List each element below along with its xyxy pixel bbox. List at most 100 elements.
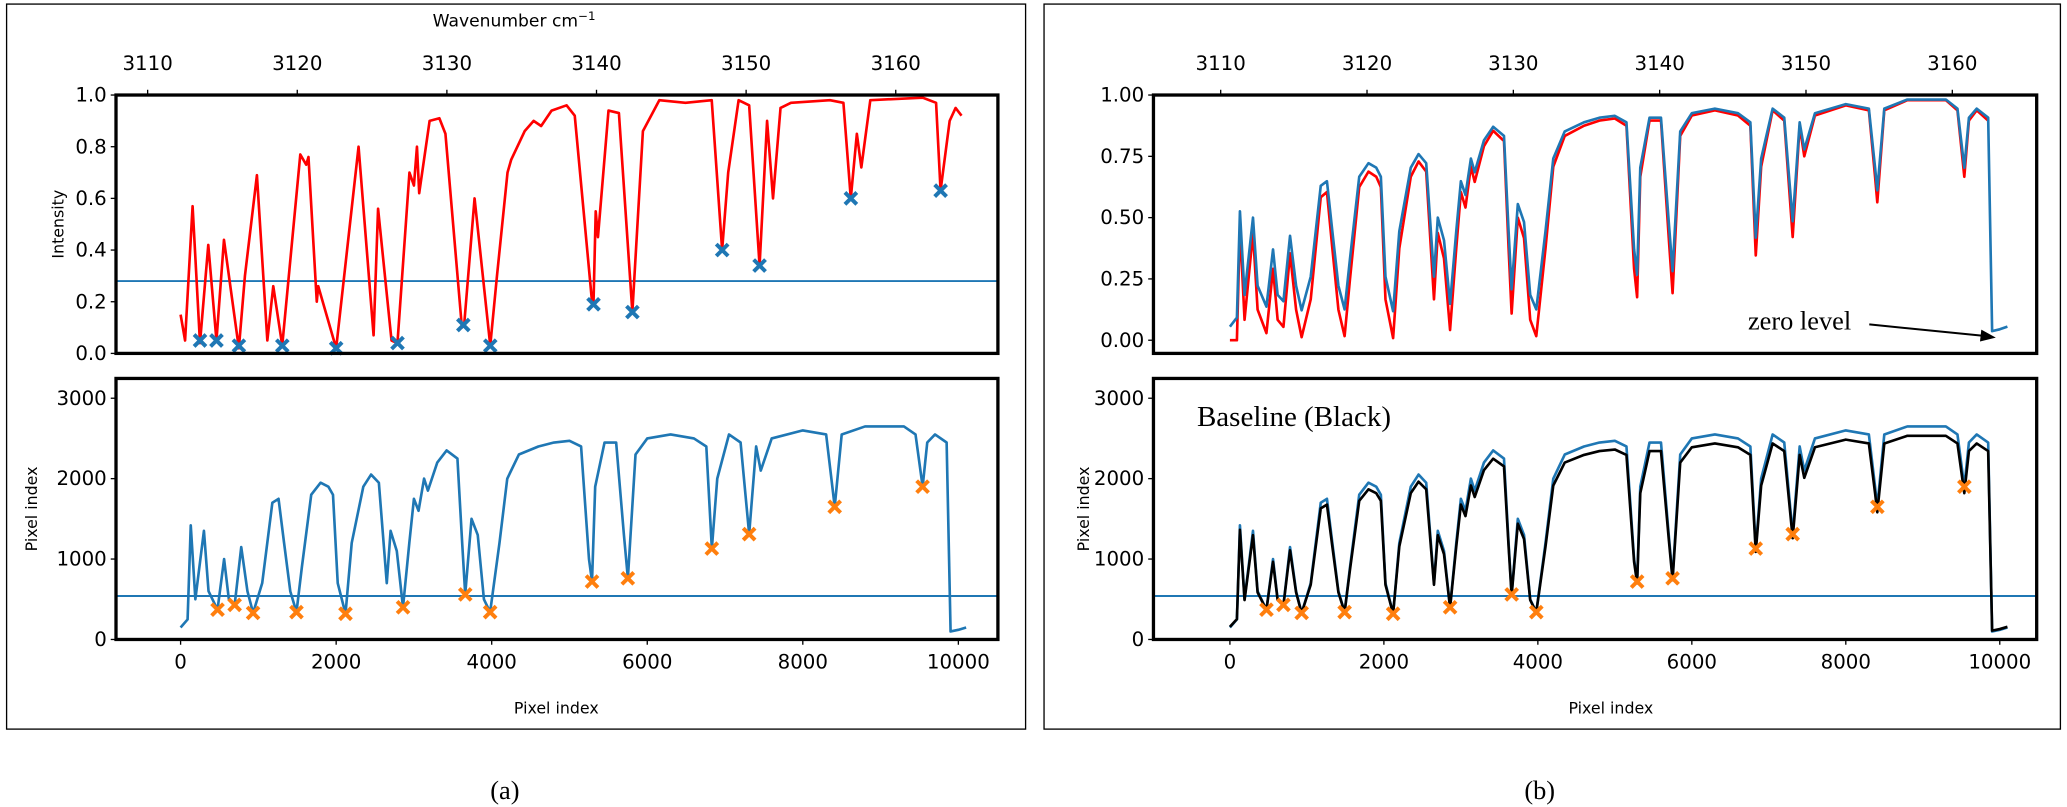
y-tick-label: 1.0 (75, 84, 106, 107)
y-tick-label: 1.00 (1100, 84, 1144, 107)
x-marker-stroke (714, 242, 730, 258)
x-marker-stroke (1442, 599, 1458, 615)
x-marker-stroke (752, 258, 767, 273)
x-tick-label: 2000 (1359, 650, 1409, 673)
x-marker-stroke (227, 597, 242, 613)
baseline-legend-text: Baseline (Black) (1197, 401, 1391, 433)
x-marker-stroke (741, 526, 757, 542)
x-marker (457, 587, 473, 602)
x-marker (209, 333, 224, 348)
x-tick-label: 10000 (1968, 650, 2031, 673)
plot-area (1153, 425, 2037, 633)
counts-line (1228, 425, 2008, 633)
x-marker (231, 338, 247, 353)
x-marker (714, 242, 730, 258)
x-marker (1957, 479, 1972, 495)
x-marker (1528, 604, 1544, 620)
y-tick-label: 0.4 (75, 239, 106, 262)
plot-frame (114, 93, 1000, 356)
x-marker-stroke (192, 333, 208, 348)
x-marker (192, 333, 208, 348)
y-tick-label: 0.00 (1100, 329, 1144, 352)
panel-a-border (5, 3, 1027, 730)
x-marker-stroke (289, 604, 304, 620)
x-marker-stroke (210, 602, 225, 618)
panel-a-top-ylabel: Intensity (48, 190, 67, 259)
x-marker-stroke (457, 587, 473, 602)
x-marker-stroke (395, 599, 411, 615)
x-marker-stroke (209, 333, 224, 348)
x-marker-stroke (482, 604, 498, 620)
title-superscript: −1 (578, 9, 595, 23)
x-marker (395, 599, 411, 615)
x-marker (1385, 606, 1401, 622)
x-marker (1785, 526, 1801, 542)
panel-a-top-plot: 0.0 0.2 0.4 0.6 0.8 1.0 3110 3120 3130 3140 3150 31… (75, 52, 1000, 365)
x-marker (1629, 574, 1645, 589)
x-marker (1337, 604, 1352, 620)
x-marker-stroke (1259, 602, 1274, 618)
x-marker (482, 338, 498, 353)
x-marker (827, 499, 843, 515)
top-x-tick-label: 3140 (1635, 52, 1685, 75)
y-tick-label: 2000 (56, 467, 106, 490)
x-marker-stroke (1957, 479, 1972, 495)
plot-area (1228, 98, 2008, 342)
top-x-tick-label: 3160 (1927, 52, 1977, 75)
caption-a: (a) (490, 776, 519, 805)
x-marker-stroke (584, 574, 600, 589)
x-marker (227, 597, 242, 613)
y-tick-label: 0.6 (75, 187, 106, 210)
panel-b-bottom-ylabel: Pixel index (1074, 467, 1093, 552)
panel-b-top-plot: 0.00 0.25 0.50 0.75 1.00 3110 3120 3130 3140 3150… (1100, 52, 2039, 356)
x-marker-stroke (338, 606, 353, 622)
plot-frame (114, 376, 1000, 642)
caption-b: (b) (1524, 776, 1555, 805)
x-marker (338, 606, 353, 622)
y-tick-label: 3000 (1094, 387, 1144, 410)
y-tick-label: 0 (1132, 628, 1145, 651)
x-marker (752, 258, 767, 273)
y-tick-label: 0 (94, 628, 107, 651)
y-tick-label: 0.8 (75, 135, 106, 158)
panel-b-border (1043, 3, 2062, 730)
y-tick-label: 3000 (56, 387, 106, 410)
x-marker (704, 541, 720, 556)
x-marker (1442, 599, 1458, 615)
x-marker (274, 338, 290, 353)
x-tick-label: 0 (174, 650, 187, 673)
x-marker (1276, 597, 1291, 613)
x-marker (289, 604, 304, 620)
x-marker (1748, 541, 1764, 556)
plot-area (116, 425, 998, 633)
x-marker-stroke (482, 338, 498, 353)
top-x-tick-label: 3150 (721, 52, 771, 75)
top-x-tick-label: 3160 (871, 52, 921, 75)
title-text: Wavenumber cm (433, 11, 578, 31)
panel-b-bottom-xlabel: Pixel index (1568, 698, 1653, 717)
x-tick-label: 10000 (927, 650, 990, 673)
x-marker-stroke (390, 335, 405, 351)
x-marker-stroke (1337, 604, 1352, 620)
x-marker (390, 335, 405, 351)
x-marker-stroke (1385, 606, 1401, 622)
x-tick-label: 4000 (1513, 650, 1563, 673)
y-tick-label: 1000 (56, 548, 106, 571)
top-x-tick-label: 3120 (1342, 52, 1392, 75)
panel-b-bottom-plot: 0 1000 2000 3000 0 2000 4000 6000 8000 10000 (1094, 376, 2039, 673)
x-marker-stroke (586, 296, 601, 312)
x-marker (1294, 605, 1309, 621)
y-tick-label: 2000 (1094, 467, 1144, 490)
intensity-line (179, 96, 963, 350)
x-marker (1259, 602, 1274, 618)
x-marker-stroke (1294, 605, 1309, 621)
plot-frame (1151, 93, 2039, 356)
x-marker-stroke (1785, 526, 1801, 542)
x-marker (741, 526, 757, 542)
x-marker-stroke (1748, 541, 1764, 556)
x-marker (933, 183, 948, 198)
x-marker-stroke (1870, 499, 1885, 515)
x-marker-stroke (827, 499, 843, 515)
x-marker-stroke (245, 605, 261, 621)
